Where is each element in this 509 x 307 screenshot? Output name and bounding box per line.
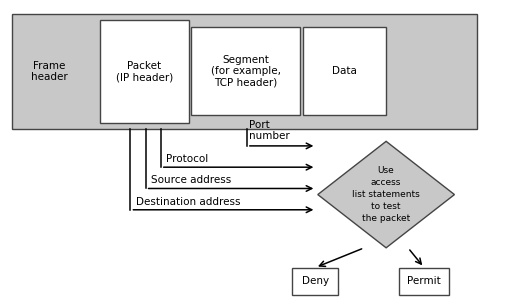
FancyBboxPatch shape (12, 14, 477, 129)
FancyBboxPatch shape (100, 20, 189, 123)
Text: Destination address: Destination address (135, 197, 240, 207)
Text: Packet
(IP header): Packet (IP header) (116, 60, 173, 82)
FancyBboxPatch shape (191, 27, 300, 115)
Text: Data: Data (332, 66, 357, 76)
Text: Source address: Source address (151, 175, 231, 185)
Text: Port
number: Port number (249, 120, 290, 141)
FancyBboxPatch shape (302, 27, 386, 115)
Text: Segment
(for example,
TCP header): Segment (for example, TCP header) (211, 55, 280, 88)
Text: Use
access
list statements
to test
the packet: Use access list statements to test the p… (352, 166, 420, 223)
Text: Permit: Permit (407, 276, 441, 286)
Text: Frame
header: Frame header (31, 60, 68, 82)
Text: Deny: Deny (302, 276, 329, 286)
FancyBboxPatch shape (293, 268, 338, 295)
Text: Protocol: Protocol (166, 154, 208, 164)
Polygon shape (318, 141, 455, 248)
FancyBboxPatch shape (399, 268, 449, 295)
